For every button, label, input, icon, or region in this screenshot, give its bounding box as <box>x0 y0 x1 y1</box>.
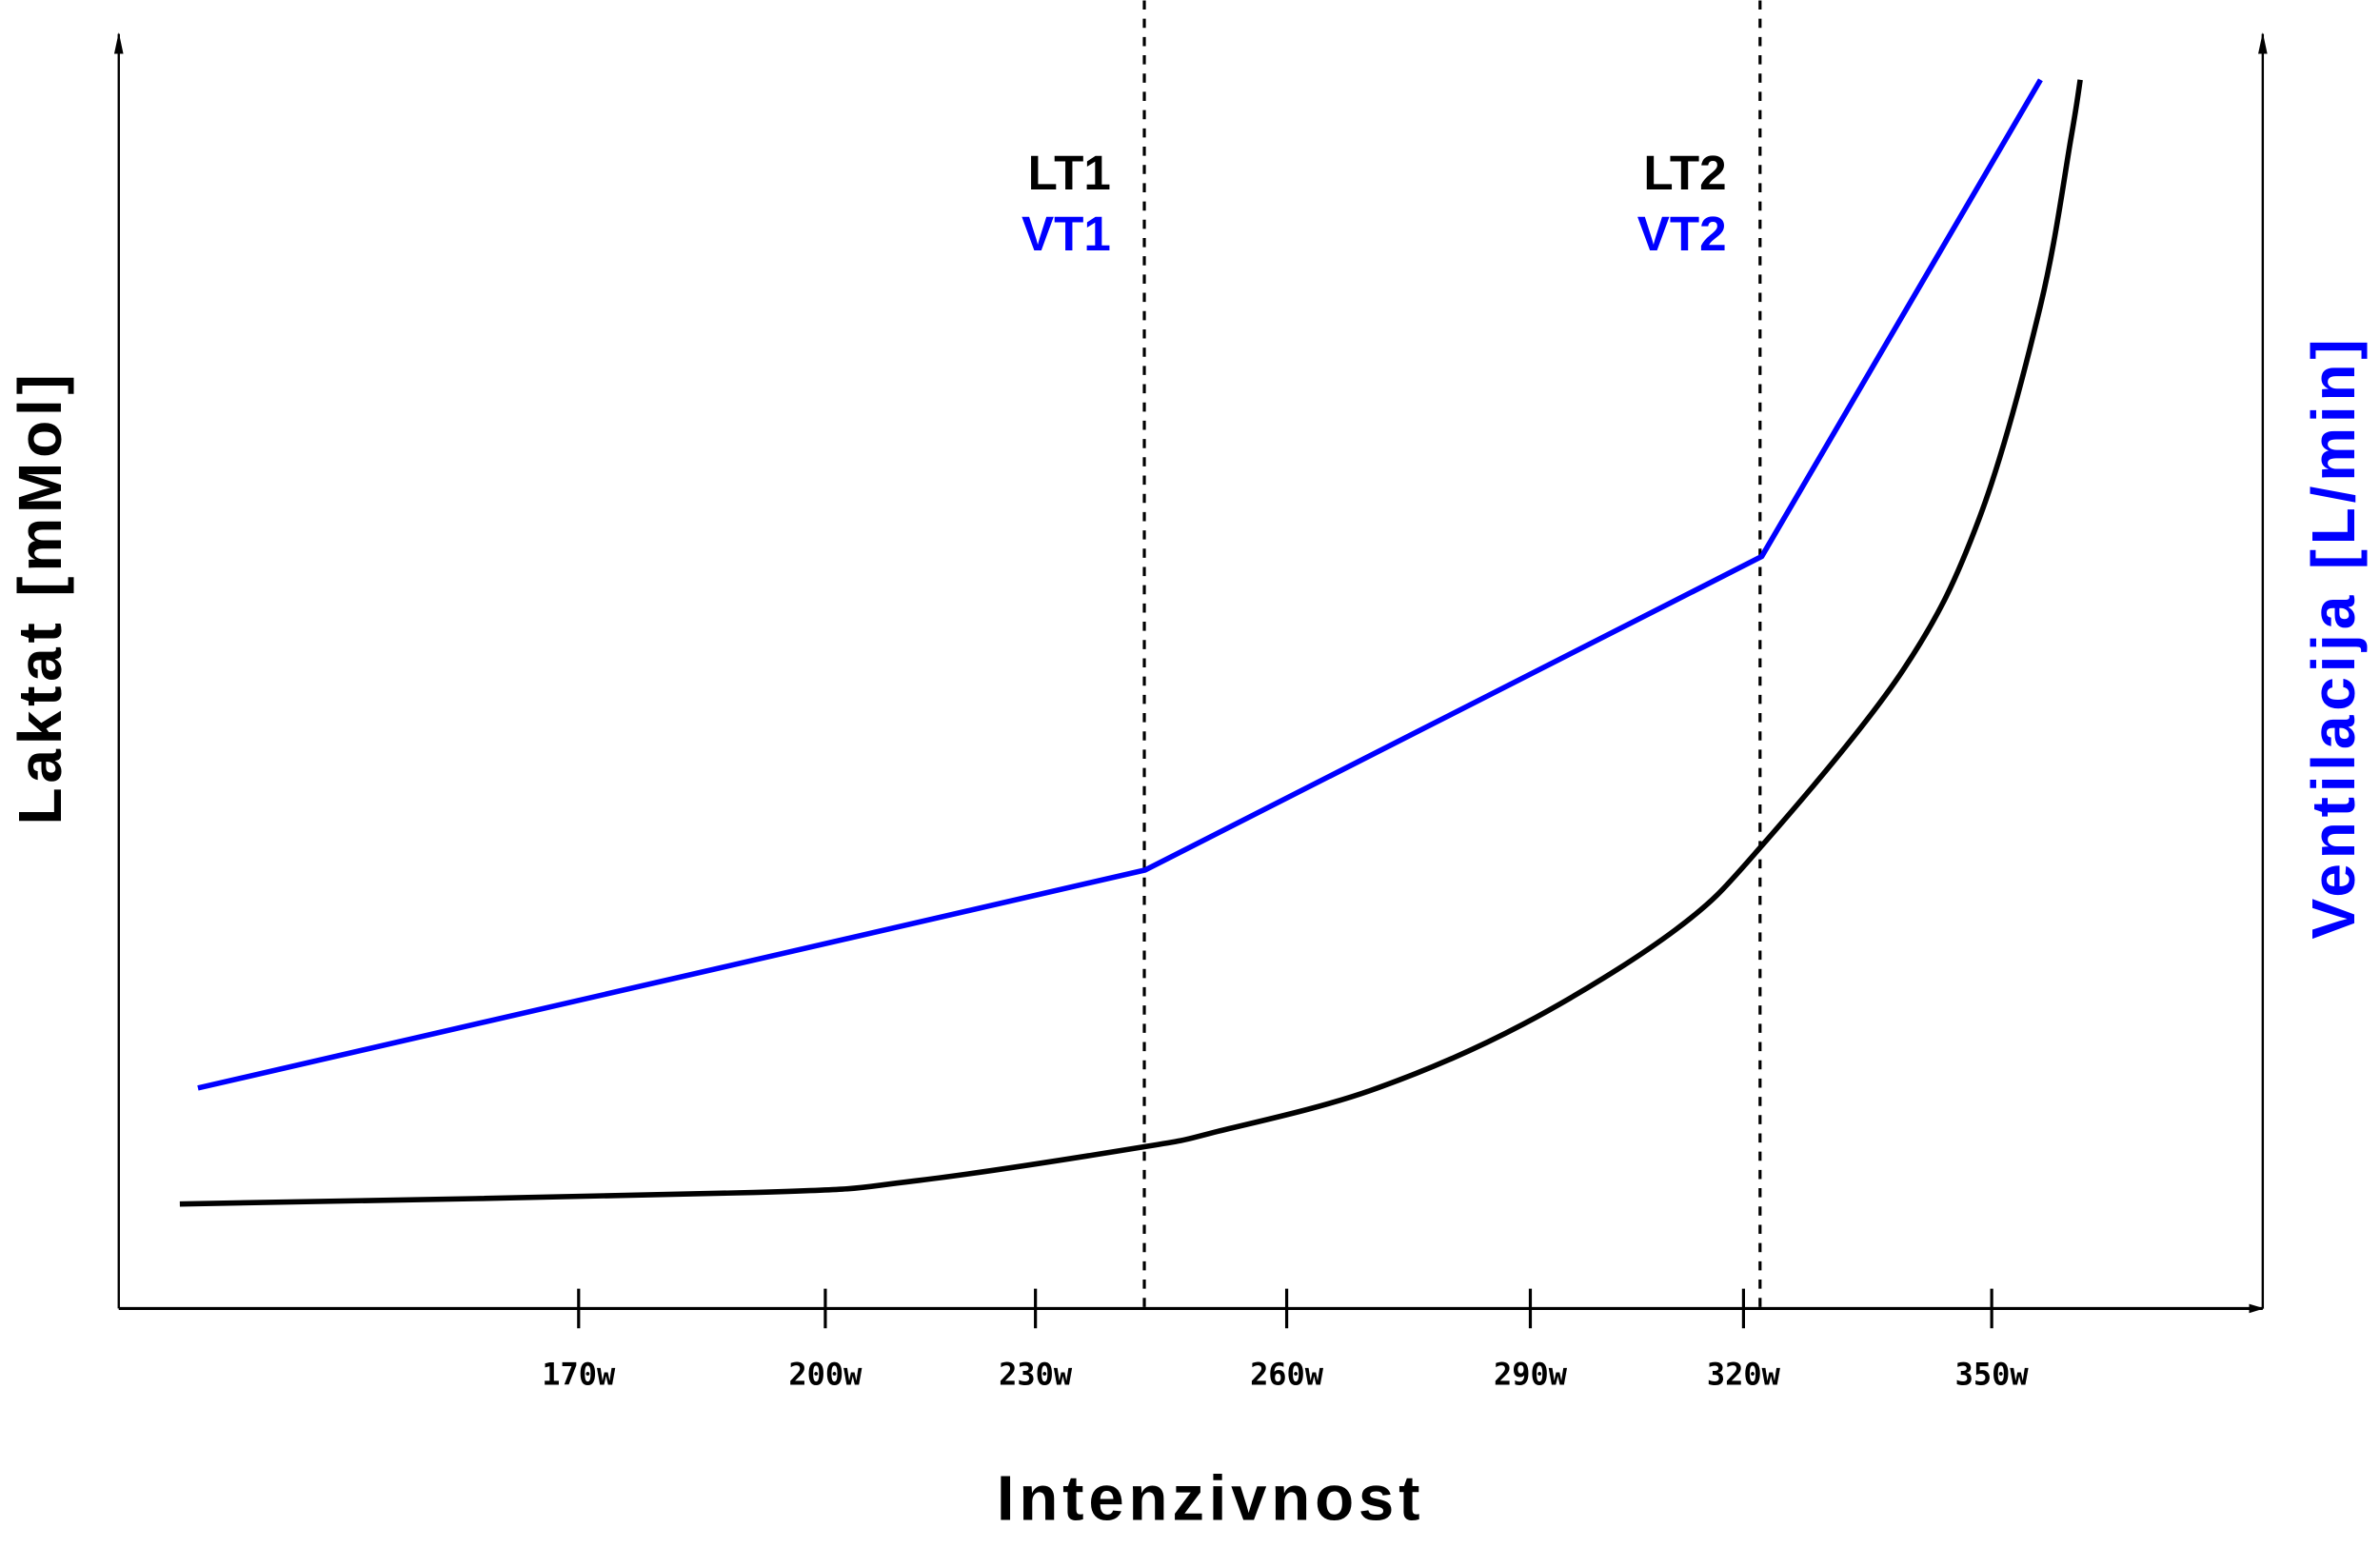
threshold-label-vt: VT1 <box>1021 207 1111 261</box>
x-tick-label: 320w <box>1707 1356 1781 1392</box>
threshold-label-vt: VT2 <box>1637 207 1727 261</box>
threshold-label-lt: LT1 <box>1028 146 1111 200</box>
threshold-label-lt: LT2 <box>1643 146 1726 200</box>
x-tick-label: 200w <box>788 1356 863 1392</box>
x-tick-label: 350w <box>1955 1356 2030 1392</box>
y-axis-title-right: Ventilacija [L/min] <box>2299 335 2368 940</box>
x-tick-label: 230w <box>999 1356 1073 1392</box>
y-axis-title-left: Laktat [mMol] <box>6 369 74 824</box>
x-tick-label: 170w <box>542 1356 616 1392</box>
x-axis-title: Intenzivnost <box>997 1463 1424 1535</box>
x-tick-label: 260w <box>1250 1356 1324 1392</box>
series-line-laktat <box>179 79 2083 1207</box>
series-line-ventilacija <box>197 78 2043 1091</box>
x-tick-label: 290w <box>1494 1356 1568 1392</box>
